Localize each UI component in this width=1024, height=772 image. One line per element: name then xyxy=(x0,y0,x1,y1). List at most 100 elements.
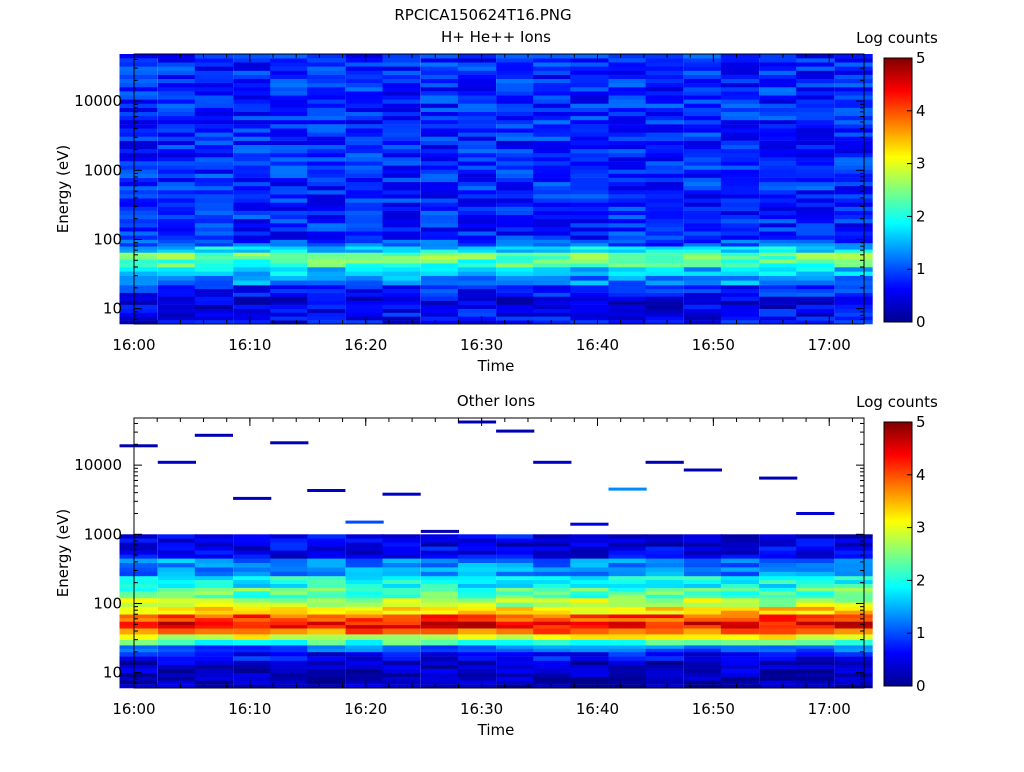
heatmap-cell xyxy=(157,267,196,272)
heatmap-cell xyxy=(570,292,609,297)
heatmap-cell xyxy=(194,99,233,104)
heatmap-cell xyxy=(608,181,647,187)
heatmap-cell xyxy=(720,252,760,257)
heatmap-cell xyxy=(270,320,309,325)
heatmap-cell xyxy=(759,267,798,272)
heatmap-cell xyxy=(382,87,421,92)
heatmap-cell xyxy=(157,165,196,170)
heatmap-cell xyxy=(194,185,233,191)
heatmap-cell xyxy=(194,103,233,108)
heatmap-cell xyxy=(796,242,835,247)
heatmap-cell xyxy=(194,177,233,183)
heatmap-cell xyxy=(270,128,309,133)
heatmap-cell xyxy=(496,275,535,281)
heatmap-cell xyxy=(759,227,798,232)
heatmap-cell xyxy=(834,70,873,75)
heatmap-cell xyxy=(533,308,572,313)
heatmap-cell xyxy=(119,246,158,250)
heatmap-cell xyxy=(796,214,835,220)
heatmap-cell xyxy=(834,664,873,669)
heatmap-cell xyxy=(345,54,384,59)
heatmap-cell xyxy=(796,78,835,84)
heatmap-cell xyxy=(645,165,684,170)
heatmap-cell xyxy=(683,239,722,244)
heatmap-cell xyxy=(645,668,684,673)
heatmap-cell xyxy=(796,111,835,117)
heatmap-cell xyxy=(533,558,572,563)
heatmap-cell xyxy=(496,157,535,162)
heatmap-cell xyxy=(683,263,722,268)
heatmap-cell xyxy=(796,304,835,309)
heatmap-cell xyxy=(157,169,196,174)
heatmap-cell xyxy=(570,165,609,170)
heatmap-cell xyxy=(720,74,760,79)
heatmap-cell xyxy=(683,124,722,129)
heatmap-cell xyxy=(759,300,798,305)
heatmap-cell xyxy=(533,621,572,626)
heatmap-cell xyxy=(270,538,309,543)
heatmap-cell xyxy=(496,639,535,646)
heatmap-cell xyxy=(345,242,384,247)
heatmap-cell xyxy=(119,668,158,673)
heatmap-cell xyxy=(420,680,459,685)
heatmap-cell xyxy=(533,634,572,640)
heatmap-cell xyxy=(796,676,835,681)
heatmap-cell xyxy=(683,624,722,629)
heatmap-cell xyxy=(270,292,309,297)
heatmap-cell xyxy=(720,316,760,321)
heatmap-cell xyxy=(533,190,572,195)
heatmap-cell xyxy=(194,161,233,166)
heatmap-cell xyxy=(157,202,196,207)
heatmap-cell xyxy=(345,602,384,607)
heatmap-cell xyxy=(194,280,233,286)
heatmap-cell xyxy=(683,583,722,588)
heatmap-cell xyxy=(796,62,835,67)
heatmap-cell xyxy=(645,132,684,137)
heatmap-cell xyxy=(307,292,346,297)
heatmap-cell xyxy=(307,214,346,220)
heatmap-cell xyxy=(157,554,196,559)
heatmap-cell xyxy=(645,181,684,187)
heatmap-cell xyxy=(759,242,798,247)
heatmap-cell xyxy=(533,223,572,228)
heatmap-cell xyxy=(119,74,158,79)
heatmap-cell xyxy=(608,648,647,653)
heatmap-cell xyxy=(457,591,497,595)
heatmap-cell xyxy=(345,320,384,325)
heatmap-cell xyxy=(157,210,196,215)
heatmap-cell xyxy=(720,267,760,272)
heatmap-cell xyxy=(759,602,798,607)
heatmap-cell xyxy=(683,680,722,685)
heatmap-cell xyxy=(119,571,158,577)
heatmap-cell xyxy=(307,275,346,281)
heatmap-cell xyxy=(834,617,873,622)
heatmap-cell xyxy=(420,316,459,321)
heatmap-cell xyxy=(457,606,497,611)
heatmap-cell xyxy=(759,562,798,568)
heatmap-cell xyxy=(834,202,873,207)
heatmap-cell xyxy=(533,218,572,224)
heatmap-cell xyxy=(570,185,609,191)
heatmap-cell xyxy=(608,639,647,646)
heatmap-cell xyxy=(345,583,384,588)
heatmap-cell xyxy=(194,648,233,653)
heatmap-cell xyxy=(683,567,722,572)
heatmap-cell xyxy=(307,583,346,588)
heatmap-cell xyxy=(119,684,158,689)
heatmap-cell xyxy=(345,538,384,543)
heatmap-cell xyxy=(834,99,873,104)
heatmap-cell xyxy=(796,280,835,286)
heatmap-cell xyxy=(233,614,272,619)
heatmap-cell xyxy=(759,223,798,228)
heatmap-cell xyxy=(345,554,384,559)
heatmap-cell xyxy=(496,263,535,268)
heatmap-cell xyxy=(119,583,158,588)
heatmap-cell xyxy=(720,111,760,117)
heatmap-cell xyxy=(759,571,798,577)
heatmap-cell xyxy=(157,598,196,603)
heatmap-cell xyxy=(645,194,684,199)
heatmap-cell xyxy=(233,676,272,681)
heatmap-cell xyxy=(834,300,873,305)
heatmap-cell xyxy=(533,316,572,321)
heatmap-cell xyxy=(496,312,535,317)
